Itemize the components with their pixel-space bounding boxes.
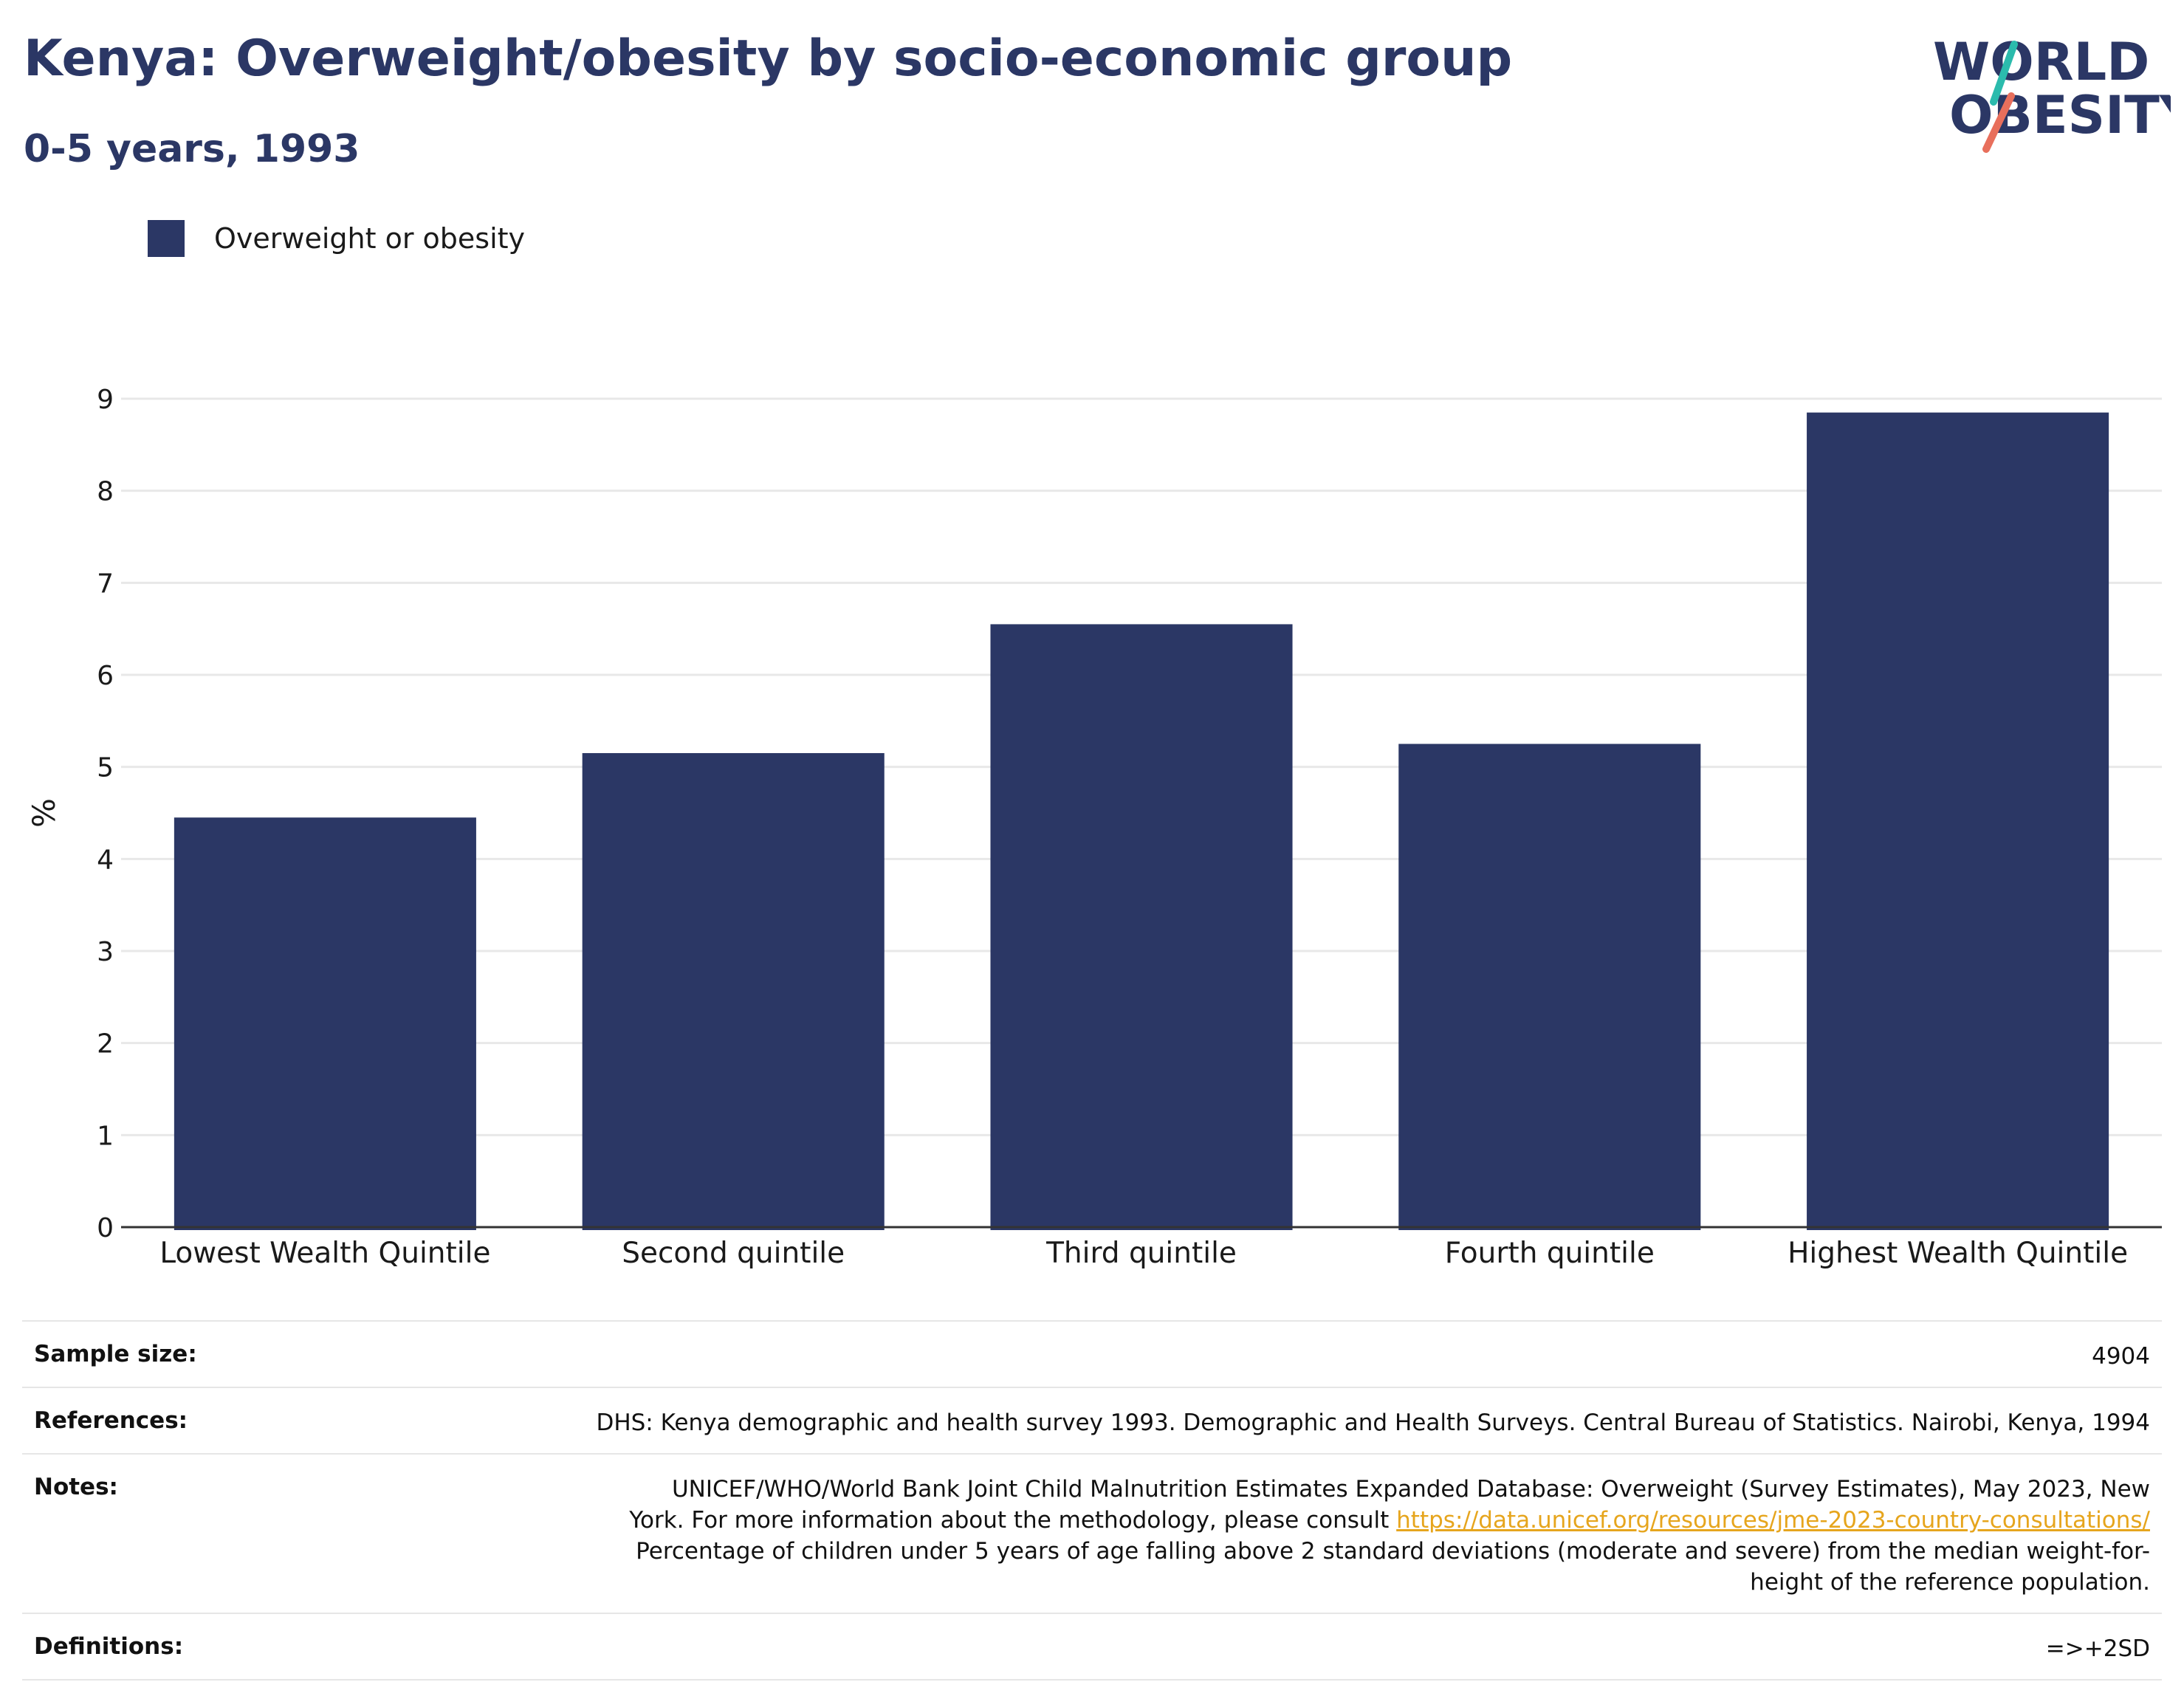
notes-row: Notes: UNICEF/WHO/World Bank Joint Child… xyxy=(22,1453,2162,1613)
y-tick-label: 8 xyxy=(97,477,114,507)
y-tick-label: 5 xyxy=(97,753,114,783)
sample-size-row: Sample size: 4904 xyxy=(22,1320,2162,1387)
chart-title: Kenya: Overweight/obesity by socio-econo… xyxy=(24,30,1513,88)
y-tick-label: 3 xyxy=(97,937,114,967)
y-tick-label: 9 xyxy=(97,385,114,415)
x-tick-label: Fourth quintile xyxy=(1445,1237,1655,1270)
y-tick-label: 7 xyxy=(97,569,114,599)
logo-line1: WORLD xyxy=(1933,32,2149,92)
bar xyxy=(990,624,1293,1230)
notes-line2: York. For more information about the met… xyxy=(629,1505,2150,1536)
legend-swatch xyxy=(148,220,185,257)
x-tick-label: Second quintile xyxy=(622,1237,845,1270)
sample-size-label: Sample size: xyxy=(34,1341,197,1367)
y-tick-label: 0 xyxy=(97,1213,114,1243)
notes-label: Notes: xyxy=(34,1474,118,1500)
references-label: References: xyxy=(34,1407,188,1434)
references-value: DHS: Kenya demographic and health survey… xyxy=(596,1410,2150,1436)
x-tick-label: Lowest Wealth Quintile xyxy=(159,1237,490,1270)
notes-line1: UNICEF/WHO/World Bank Joint Child Malnut… xyxy=(671,1476,2150,1503)
legend-label: Overweight or obesity xyxy=(214,222,526,255)
definitions-label: Definitions: xyxy=(34,1633,184,1660)
bar xyxy=(1398,744,1701,1230)
x-tick-label: Highest Wealth Quintile xyxy=(1788,1237,2128,1270)
definitions-row: Definitions: =>+2SD xyxy=(22,1613,2162,1680)
sample-size-value: 4904 xyxy=(2092,1343,2150,1370)
x-tick-label: Third quintile xyxy=(1045,1237,1237,1270)
notes-line4: height of the reference population. xyxy=(1750,1569,2150,1596)
methodology-link[interactable]: https://data.unicef.org/resources/jme-20… xyxy=(1396,1507,2150,1534)
logo-line2: OBESITY xyxy=(1949,85,2171,145)
logo-coral-slash xyxy=(1982,92,2015,153)
notes-line2-prefix: York. For more information about the met… xyxy=(629,1507,1397,1534)
bar xyxy=(1807,412,2109,1231)
chart-subtitle: 0-5 years, 1993 xyxy=(24,127,360,171)
y-tick-label: 1 xyxy=(97,1121,114,1151)
bar xyxy=(582,752,885,1230)
definitions-value: =>+2SD xyxy=(2045,1635,2150,1662)
bar-chart: 0 1 2 3 4 5 6 7 8 9 Lowest Wealth Quintile Second q… xyxy=(26,385,2162,1270)
y-axis-title: % xyxy=(26,798,62,828)
y-tick-label: 2 xyxy=(97,1029,114,1060)
bar xyxy=(174,817,476,1230)
notes-line3: Percentage of children under 5 years of … xyxy=(636,1538,2150,1565)
bars xyxy=(174,412,2109,1231)
logo-teal-slash xyxy=(1990,41,2018,106)
notes-value: UNICEF/WHO/World Bank Joint Child Malnut… xyxy=(629,1474,2150,1598)
legend: Overweight or obesity xyxy=(148,218,525,259)
axes: 0 1 2 3 4 5 6 7 8 9 Lowest Wealth Quintile Second q… xyxy=(26,385,2162,1270)
references-row: References: DHS: Kenya demographic and h… xyxy=(22,1387,2162,1453)
y-tick-label: 4 xyxy=(97,845,114,875)
world-obesity-logo: WORLD OBESITY xyxy=(1933,32,2171,153)
y-tick-label: 6 xyxy=(97,661,114,691)
info-table: Sample size: 4904 References: DHS: Kenya… xyxy=(22,1320,2162,1680)
